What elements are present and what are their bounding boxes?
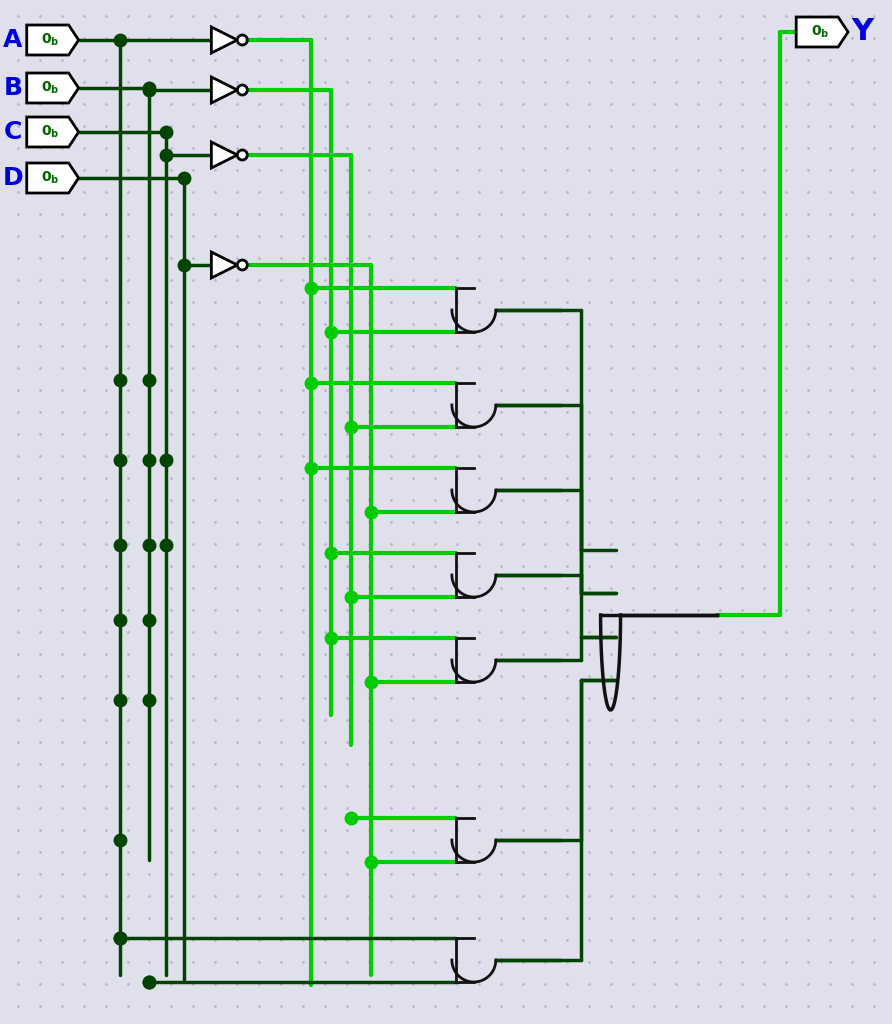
Text: B: B	[4, 76, 22, 100]
Text: A: A	[3, 28, 22, 52]
Text: D: D	[3, 166, 23, 190]
Text: $\mathbf{0_b}$: $\mathbf{0_b}$	[42, 80, 60, 96]
Polygon shape	[211, 252, 237, 278]
Text: $\mathbf{0_b}$: $\mathbf{0_b}$	[42, 170, 60, 186]
Polygon shape	[27, 163, 78, 193]
Polygon shape	[797, 17, 848, 47]
Polygon shape	[27, 73, 78, 103]
Polygon shape	[27, 25, 78, 55]
Circle shape	[237, 85, 247, 95]
Circle shape	[237, 260, 247, 270]
Circle shape	[237, 150, 247, 160]
Text: $\mathbf{0_b}$: $\mathbf{0_b}$	[42, 124, 60, 140]
Circle shape	[237, 35, 247, 45]
Text: $\mathbf{0_b}$: $\mathbf{0_b}$	[42, 32, 60, 48]
Polygon shape	[27, 117, 78, 147]
Text: C: C	[4, 120, 22, 144]
Text: Y: Y	[851, 17, 873, 46]
Polygon shape	[211, 142, 237, 168]
Polygon shape	[211, 27, 237, 53]
Polygon shape	[211, 77, 237, 103]
Text: $\mathbf{0_b}$: $\mathbf{0_b}$	[811, 24, 830, 40]
